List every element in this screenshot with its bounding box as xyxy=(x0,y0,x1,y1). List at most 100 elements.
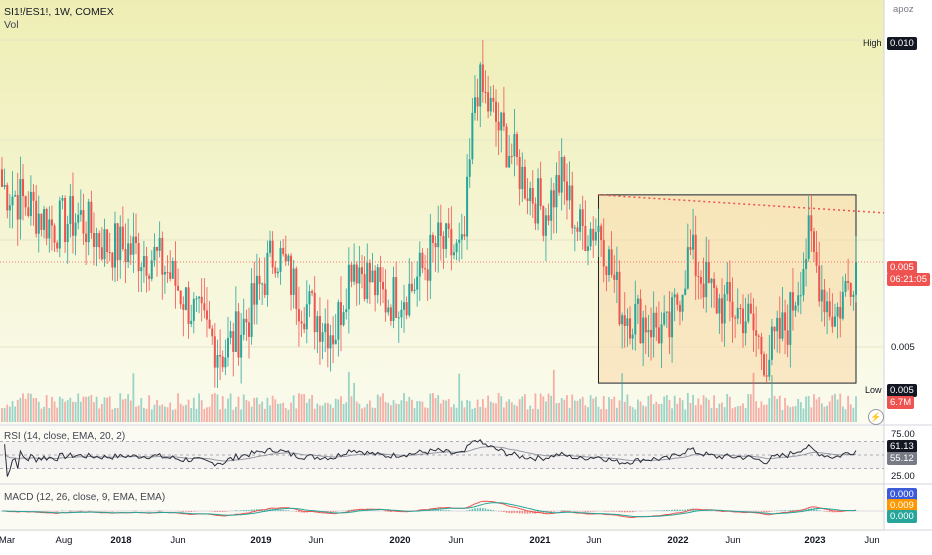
volume-bar xyxy=(230,393,232,422)
candle-body xyxy=(106,229,108,252)
macd-histogram-bar xyxy=(606,511,608,512)
candle-body xyxy=(259,276,261,284)
volume-bar xyxy=(235,407,237,422)
candle-body xyxy=(237,311,239,357)
volume-bar xyxy=(603,396,605,422)
candle-body xyxy=(12,197,14,206)
macd-histogram-bar xyxy=(506,511,508,513)
time-tick-label: 2023 xyxy=(804,535,825,546)
candle-body xyxy=(148,276,150,279)
candle-body xyxy=(230,331,232,338)
candle-body xyxy=(724,294,726,323)
volume-bar xyxy=(177,393,179,422)
candle-body xyxy=(516,134,518,157)
macd-histogram-bar xyxy=(826,511,828,512)
volume-bar xyxy=(395,404,397,422)
volume-bar xyxy=(98,408,100,422)
candle-body xyxy=(566,181,568,200)
candle-body xyxy=(561,157,563,193)
candle-body xyxy=(411,284,413,291)
volume-bar xyxy=(766,405,768,422)
candle-body xyxy=(343,312,345,325)
macd-label[interactable]: MACD (12, 26, close, 9, EMA, EMA) xyxy=(4,492,165,503)
macd-histogram-bar xyxy=(214,511,216,512)
candle-body xyxy=(195,298,197,299)
candle-body xyxy=(624,315,626,326)
candle-body xyxy=(153,247,155,260)
candle-body xyxy=(600,226,602,240)
volume-bar xyxy=(529,406,531,422)
volume-bar xyxy=(737,406,739,422)
volume-bar xyxy=(295,408,297,422)
candle-body xyxy=(503,113,505,127)
candle-body xyxy=(676,294,678,304)
candle-body xyxy=(616,272,618,280)
volume-bar xyxy=(280,404,282,422)
candle-body xyxy=(140,267,142,271)
time-tick-label: 2018 xyxy=(110,535,131,546)
volume-bar xyxy=(151,410,153,422)
scale-mode-label[interactable]: apoz xyxy=(893,4,914,15)
candle-body xyxy=(640,299,642,344)
candle-body xyxy=(114,223,116,267)
volume-bar xyxy=(852,408,854,422)
volume-bar xyxy=(156,400,158,422)
candle-body xyxy=(345,309,347,312)
candle-body xyxy=(674,294,676,297)
candle-body xyxy=(490,98,492,112)
candle-body xyxy=(48,219,50,238)
volume-bar xyxy=(682,400,684,422)
macd-histogram-bar xyxy=(514,511,516,513)
volume-bar xyxy=(829,401,831,422)
macd-histogram-bar xyxy=(519,511,521,513)
candle-body xyxy=(844,281,846,292)
volume-bar xyxy=(96,397,98,422)
candle-body xyxy=(421,253,423,268)
candle-body xyxy=(650,330,652,337)
candle-body xyxy=(590,229,592,247)
candle-body xyxy=(177,286,179,291)
candle-body xyxy=(766,375,768,376)
volume-bar xyxy=(800,402,802,422)
macd-histogram-bar xyxy=(550,511,552,512)
rsi-ma-tag: 55.12 xyxy=(887,452,917,465)
volume-bar xyxy=(122,399,124,422)
volume-bar xyxy=(855,396,857,422)
candle-body xyxy=(519,157,521,189)
macd-histogram-bar xyxy=(524,511,526,514)
volume-bar xyxy=(167,407,169,422)
candle-body xyxy=(264,284,266,295)
volume-bar xyxy=(755,401,757,422)
candle-body xyxy=(716,288,718,313)
volume-bar xyxy=(655,402,657,422)
candle-body xyxy=(282,248,284,254)
candle-body xyxy=(243,319,245,335)
volume-bar xyxy=(640,401,642,422)
candle-body xyxy=(303,324,305,330)
volume-bar xyxy=(164,407,166,422)
volume-bar xyxy=(527,409,529,422)
volume-bar xyxy=(490,402,492,422)
candle-body xyxy=(634,304,636,335)
volume-bar xyxy=(758,408,760,422)
candle-body xyxy=(456,243,458,252)
candle-body xyxy=(847,281,849,283)
macd-histogram-bar xyxy=(246,510,248,511)
candle-body xyxy=(500,113,502,131)
candle-body xyxy=(22,179,24,196)
candle-body xyxy=(30,192,32,216)
volume-bar xyxy=(608,397,610,422)
rsi-label[interactable]: RSI (14, close, EMA, 20, 2) xyxy=(4,431,125,442)
macd-histogram-bar xyxy=(477,508,479,511)
volume-bar xyxy=(448,399,450,422)
candle-body xyxy=(432,235,434,243)
candle-body xyxy=(159,238,161,251)
volume-bar xyxy=(508,399,510,422)
volume-bar xyxy=(776,399,778,422)
lightning-icon[interactable]: ⚡ xyxy=(868,409,884,425)
macd-histogram-bar xyxy=(101,511,103,512)
volume-bar xyxy=(550,396,552,422)
candle-body xyxy=(98,233,100,247)
